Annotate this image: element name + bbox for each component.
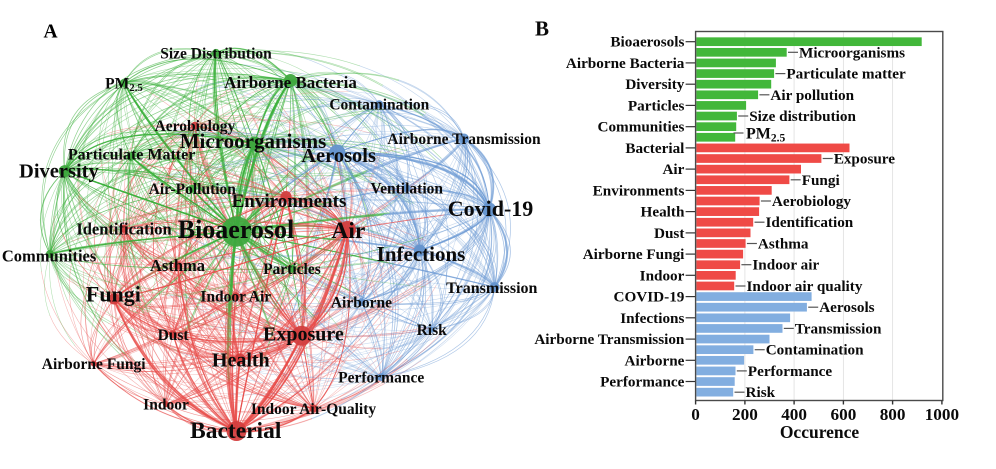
svg-text:Airborne Transmission: Airborne Transmission (534, 331, 685, 348)
svg-text:PM2.5: PM2.5 (746, 126, 786, 145)
svg-text:Indoor Air-Quality: Indoor Air-Quality (251, 401, 377, 418)
svg-text:Identification: Identification (766, 214, 854, 231)
svg-text:Airborne Transmission: Airborne Transmission (387, 131, 541, 148)
svg-text:Environments: Environments (593, 182, 685, 199)
svg-text:Particles: Particles (628, 97, 685, 114)
svg-text:Contamination: Contamination (766, 342, 864, 359)
svg-text:Indoor air quality: Indoor air quality (747, 278, 863, 295)
svg-text:Airborne: Airborne (624, 352, 684, 369)
svg-text:Particulate Matter: Particulate Matter (68, 147, 195, 164)
svg-text:Covid-19: Covid-19 (448, 196, 534, 221)
svg-text:Communities: Communities (2, 246, 97, 265)
svg-text:Airborne Bacteria: Airborne Bacteria (224, 73, 357, 92)
svg-text:Airborne Fungi: Airborne Fungi (42, 356, 146, 373)
svg-text:Communities: Communities (597, 119, 684, 136)
svg-text:Performance: Performance (748, 363, 833, 380)
svg-text:Environments: Environments (232, 191, 347, 212)
svg-text:Microorganisms: Microorganisms (799, 44, 905, 61)
svg-text:Bacterial: Bacterial (190, 418, 282, 444)
svg-text:Dust: Dust (654, 225, 684, 242)
svg-text:Size distribution: Size distribution (749, 108, 856, 125)
svg-text:Occurence: Occurence (780, 422, 860, 442)
svg-text:Diversity: Diversity (19, 160, 99, 182)
svg-text:Infections: Infections (377, 242, 466, 266)
svg-text:Indoor air: Indoor air (752, 257, 819, 274)
svg-text:Indoor: Indoor (143, 397, 189, 414)
svg-text:Bacterial: Bacterial (625, 140, 684, 157)
svg-text:Aerosols: Aerosols (819, 299, 874, 316)
svg-text:600: 600 (831, 405, 857, 424)
svg-text:Air-Pollution: Air-Pollution (149, 181, 237, 198)
svg-text:Dust: Dust (158, 327, 190, 344)
svg-text:Performance: Performance (338, 370, 424, 387)
svg-text:Risk: Risk (746, 384, 776, 401)
svg-text:Airborne Fungi: Airborne Fungi (583, 246, 685, 263)
svg-text:COVID-19: COVID-19 (614, 289, 685, 306)
svg-text:400: 400 (781, 405, 807, 424)
svg-text:Identification: Identification (76, 220, 171, 239)
svg-text:Air pollution: Air pollution (770, 87, 854, 104)
svg-text:Exposure: Exposure (834, 151, 896, 168)
svg-text:800: 800 (880, 405, 906, 424)
svg-text:Microorganisms: Microorganisms (180, 129, 327, 153)
svg-text:Fungi: Fungi (86, 281, 141, 306)
svg-text:Risk: Risk (417, 322, 448, 339)
svg-text:0: 0 (691, 405, 700, 424)
svg-text:Health: Health (641, 204, 685, 221)
svg-text:A: A (43, 22, 57, 43)
svg-text:Contamination: Contamination (329, 97, 429, 114)
svg-text:Bioaerosol: Bioaerosol (178, 215, 295, 244)
svg-text:Asthma: Asthma (758, 236, 809, 253)
svg-text:Particulate matter: Particulate matter (786, 66, 906, 83)
svg-text:Health: Health (212, 350, 270, 372)
svg-text:Exposure: Exposure (263, 323, 344, 345)
svg-text:Infections: Infections (620, 310, 684, 327)
svg-text:Size Distribution: Size Distribution (160, 45, 272, 62)
svg-text:1000: 1000 (925, 405, 959, 424)
svg-text:B: B (535, 17, 549, 41)
svg-text:Air: Air (662, 161, 684, 178)
svg-text:PM2.5: PM2.5 (105, 75, 143, 94)
svg-text:Airborne: Airborne (331, 295, 392, 312)
svg-text:Aerosols: Aerosols (301, 145, 376, 167)
svg-text:200: 200 (732, 405, 758, 424)
svg-text:Ventilation: Ventilation (370, 181, 443, 198)
svg-text:Asthma: Asthma (150, 256, 205, 275)
svg-text:Transmission: Transmission (795, 320, 882, 337)
svg-text:Indoor Air: Indoor Air (200, 289, 271, 306)
svg-text:Indoor: Indoor (640, 267, 685, 284)
svg-text:Bioaerosols: Bioaerosols (610, 34, 684, 51)
svg-text:Performance: Performance (600, 374, 685, 391)
svg-text:Airborne Bacteria: Airborne Bacteria (566, 55, 685, 72)
svg-text:Aerobiology: Aerobiology (155, 118, 236, 135)
svg-text:Aerobiology: Aerobiology (772, 193, 851, 210)
svg-text:Transmission: Transmission (446, 280, 537, 297)
svg-text:Particles: Particles (263, 261, 321, 278)
svg-text:Diversity: Diversity (625, 76, 684, 93)
svg-text:Air: Air (331, 218, 365, 244)
svg-text:Fungi: Fungi (802, 172, 840, 189)
